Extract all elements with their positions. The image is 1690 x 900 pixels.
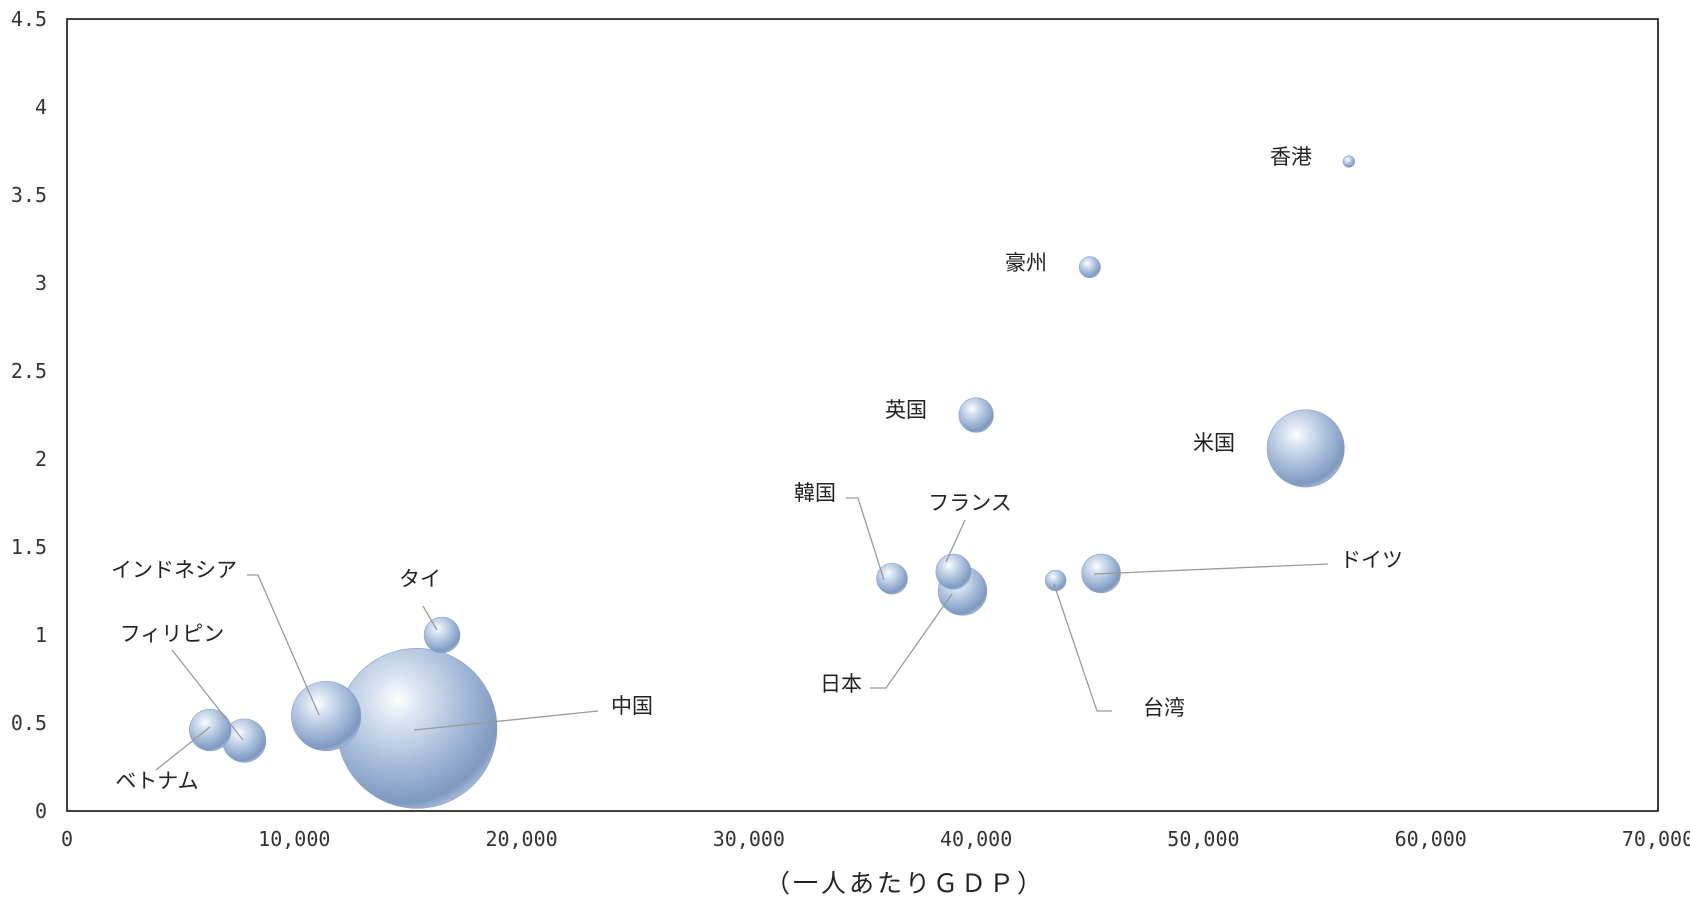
bubble-mark [189, 708, 232, 752]
data-label: フランス [928, 491, 1012, 515]
y-tick-label: 3 [35, 271, 47, 295]
x-tick-label: 10,000 [258, 827, 330, 851]
bubble-mark [958, 397, 994, 433]
y-tick-label: 2.5 [11, 359, 47, 383]
leader-line [155, 726, 211, 771]
data-label: インドネシア [111, 558, 237, 582]
bubble-mark [1342, 155, 1356, 168]
data-label: 英国 [885, 398, 927, 422]
data-label: 日本 [820, 672, 862, 696]
data-label: 中国 [611, 694, 653, 718]
bubble-mark [935, 553, 972, 590]
x-tick-label: 30,000 [713, 827, 785, 851]
x-tick-label: 50,000 [1167, 827, 1239, 851]
x-tick-label: 60,000 [1395, 827, 1467, 851]
bubble-mark [423, 616, 461, 654]
data-label: 香港 [1270, 145, 1312, 169]
y-tick-label: 2 [35, 447, 47, 471]
data-label: ベトナム [115, 769, 198, 793]
data-label: タイ [399, 567, 441, 591]
x-tick-label: 0 [61, 827, 73, 851]
leader-line [1053, 583, 1112, 712]
bubble-mark [1078, 256, 1101, 279]
leader-line [413, 710, 599, 731]
y-tick-label: 0 [35, 799, 47, 823]
x-tick-label: 40,000 [940, 827, 1012, 851]
leader-line [422, 605, 438, 631]
bubble-mark [291, 680, 362, 751]
leader-line [945, 519, 966, 563]
leader-line [171, 649, 244, 741]
y-tick-label: 0.5 [11, 711, 47, 735]
data-label: 台湾 [1143, 696, 1185, 720]
leader-line [846, 497, 885, 581]
bubble-mark [876, 562, 908, 595]
leader-line [247, 574, 320, 716]
bubble-mark [336, 647, 498, 809]
data-label: フィリピン [120, 622, 225, 646]
y-tick-label: 4.5 [11, 7, 47, 31]
data-label: 米国 [1193, 431, 1235, 455]
plot-area [66, 18, 1659, 812]
bubble-mark [1266, 409, 1345, 488]
leader-line [1093, 563, 1329, 575]
x-tick-label: 20,000 [485, 827, 557, 851]
y-tick-label: 1 [35, 623, 47, 647]
x-axis-title: （一人あたりＧＤＰ） [765, 869, 1045, 898]
data-label: 豪州 [1005, 251, 1047, 275]
y-tick-label: 1.5 [11, 535, 47, 559]
data-label: ドイツ [1340, 548, 1403, 572]
leader-line [870, 593, 953, 689]
data-label: 韓国 [794, 481, 836, 505]
y-tick-label: 3.5 [11, 183, 47, 207]
x-tick-label: 70,000 [1622, 827, 1690, 851]
y-tick-label: 4 [35, 95, 47, 119]
